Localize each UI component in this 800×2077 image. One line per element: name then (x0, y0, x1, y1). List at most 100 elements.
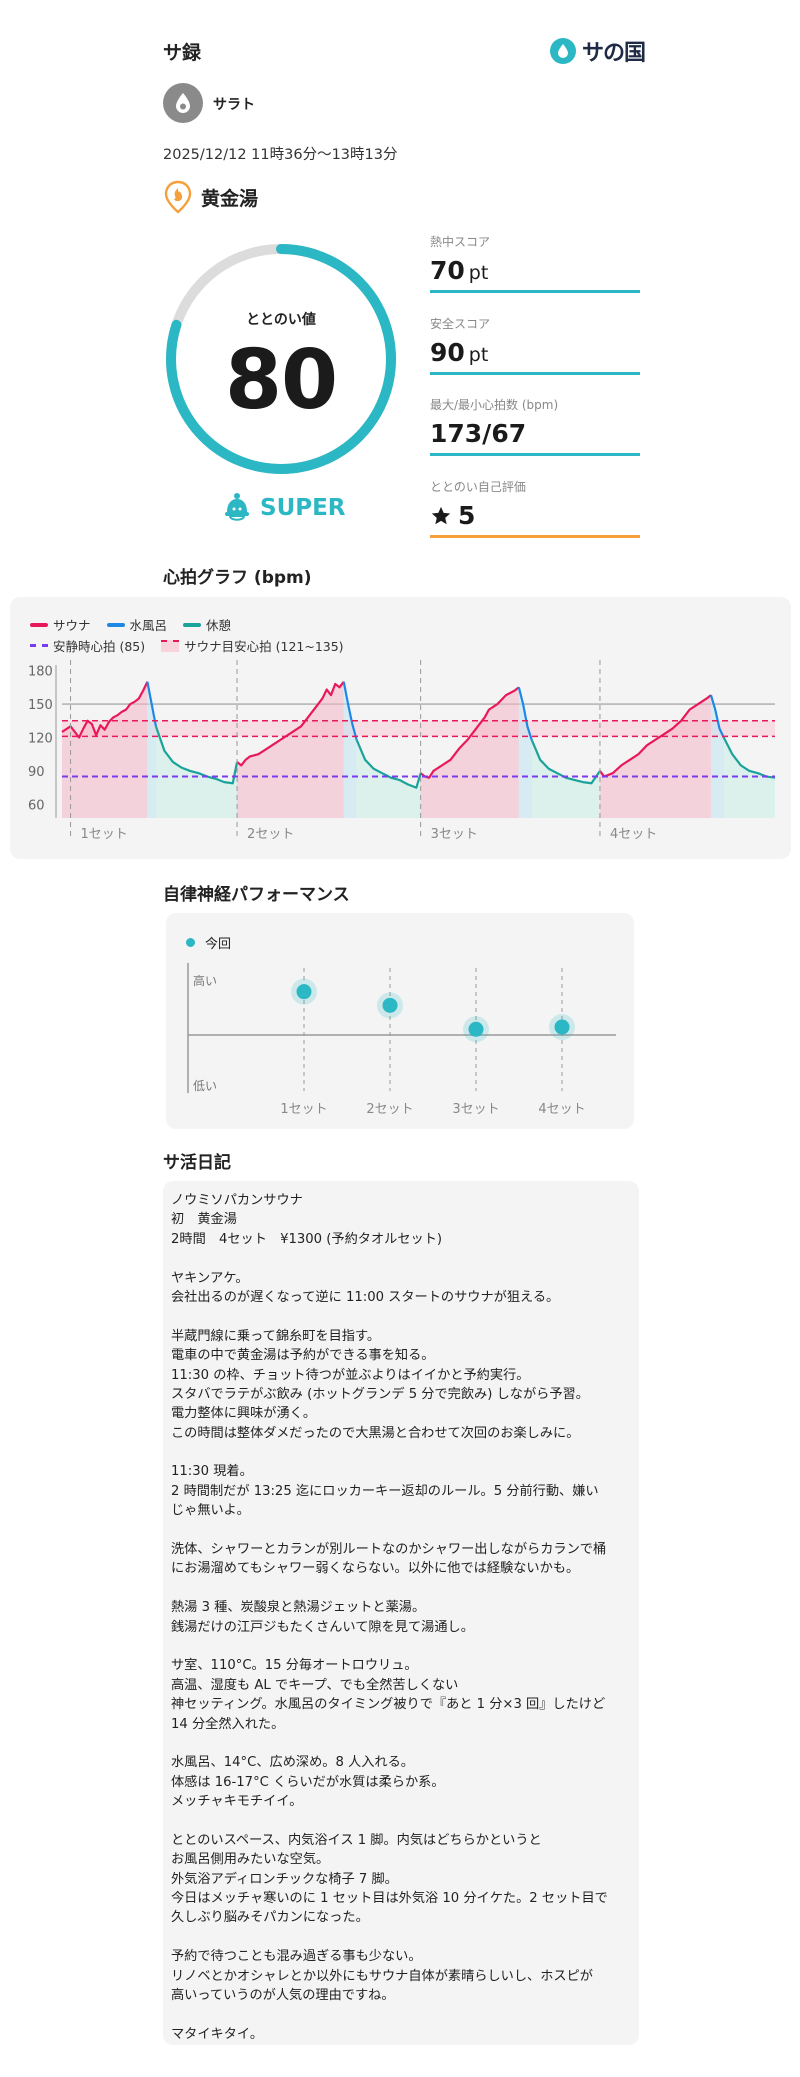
series-area-rest (155, 726, 238, 818)
series-line-water (342, 681, 358, 741)
score-value: 173/67 (430, 419, 640, 448)
diary-line: じゃ無いよ。 (171, 1503, 250, 1519)
diary-line: 電車の中で黄金湯は予約ができる事を知る。 (171, 1348, 435, 1364)
diary-line: ヤキンアケ。 (171, 1270, 249, 1286)
diary-line (171, 2005, 631, 2024)
series-area-water (343, 681, 357, 818)
score-unit: pt (468, 344, 489, 366)
ans-point (382, 997, 398, 1013)
legend-swatch (30, 622, 48, 627)
rank-label: SUPER (260, 495, 346, 521)
legend-label: 安静時心拍 (85) (53, 639, 146, 654)
y-tick-label: 150 (28, 698, 53, 713)
bathhouse-icon (163, 180, 193, 214)
page-title: サ録 (163, 42, 202, 64)
totonoi-value: 80 (224, 333, 338, 428)
diary-line: 11:30 の枠、チョット待つが並ぶよりはイイかと予約実行。 (171, 1367, 530, 1383)
legend-label: サウナ (53, 618, 91, 633)
diary-line: 神セッティング。水風呂のタイミング被りで『あと 1 分×3 回』したけど (171, 1697, 606, 1713)
set-label: 3セット (431, 827, 478, 842)
diary-line (171, 1521, 631, 1540)
diary-line: 2 時間制だが 13:25 迄にロッカーキー返却のルール。5 分前行動、嫌い (171, 1483, 599, 1499)
score-value: 5 (430, 501, 640, 530)
diary-line: メッチャキモチイイ。 (171, 1794, 303, 1810)
score-underline (430, 453, 640, 456)
ans-title: 自律神経パフォーマンス (163, 885, 350, 905)
diary-line: サ室、110°C。15 分毎オートロウリュ。 (171, 1658, 418, 1674)
totonoi-label: ととのい値 (246, 312, 316, 328)
legend-label: 水風呂 (129, 618, 168, 633)
series-line-sauna (419, 686, 520, 779)
series-area-rest (723, 737, 775, 818)
series-area-sauna (62, 681, 148, 818)
diary-line (171, 1579, 631, 1598)
legend-water: 水風呂 (106, 615, 168, 634)
legend-swatch (183, 622, 202, 627)
diary-line: 体感は 16-17°C くらいだが水質は柔らか系。 (171, 1774, 445, 1790)
ans-point (468, 1021, 484, 1037)
diary-line (171, 1443, 631, 1462)
totonoi-gauge (166, 244, 396, 474)
series-line-rest (154, 725, 239, 785)
diary-line: 銭湯だけの江戸ジもたくさんいて隙を見て湯通し。 (171, 1619, 474, 1635)
diary-line (171, 1637, 631, 1656)
legend-target: サウナ目安心拍 (121~135) (161, 636, 344, 655)
rank-badge: SUPER (222, 492, 346, 524)
diary-card: ノウミソパカンサウナ初 黄金湯 2時間 4セット ¥1300 (予約タオルセット)… (163, 1181, 639, 2045)
set-label: 4セット (610, 827, 657, 842)
diary-line: 初 黄金湯 (171, 1212, 237, 1228)
user-name[interactable]: サラト (213, 97, 255, 113)
legend-rest: 休憩 (183, 615, 231, 634)
diary-line: 11:30 現着。 (171, 1464, 253, 1480)
diary-line: スタバでラテがぶ飲み (ホットグランデ 5 分で完飲み) しながら予習。 (171, 1386, 589, 1402)
score-unit: pt (468, 262, 489, 284)
heart-graph-title: 心拍グラフ (bpm) (163, 568, 312, 588)
ans-set-label: 4セット (538, 1102, 585, 1117)
diary-line: 水風呂、14°C、広め深め。8 人入れる。 (171, 1755, 414, 1771)
legend-swatch (161, 639, 180, 652)
diary-line: 外気浴アディロンチックな椅子 7 脚。 (171, 1871, 398, 1887)
ans-chart: 1セット 2セット 3セット 4セット (187, 963, 616, 1117)
diary-line (171, 1734, 631, 1753)
y-tick-label: 90 (28, 765, 45, 780)
diary-line: 今日はメッチャ寒いのに 1 セット目は外気浴 10 分イケた。2 セット目で (171, 1891, 608, 1907)
drop-icon (550, 38, 576, 64)
brand-name: サの国 (582, 41, 646, 66)
score-number: 173/67 (430, 419, 527, 448)
avatar[interactable] (163, 83, 203, 123)
set-label: 1セット (81, 827, 128, 842)
diary-line: 予約で待つことも混み過ぎる事も少ない。 (171, 1949, 422, 1965)
series-line-sauna (61, 681, 149, 739)
diary-line: 電力整体に興味が湧く。 (171, 1406, 317, 1422)
brand-logo[interactable]: サの国 (550, 36, 646, 66)
gauge-arc (166, 244, 396, 474)
diary-line: ととのいスペース、内気浴イス 1 脚。内気はどちらかというと (171, 1832, 542, 1848)
score-underline (430, 535, 640, 538)
score-underline (430, 372, 640, 375)
target-band (62, 720, 775, 737)
diary-title: サ活日記 (163, 1153, 231, 1173)
series-line-water (146, 681, 158, 727)
series-line-water (517, 687, 533, 741)
diary-line: にお湯溜めてもシャワー弱くならない。以外に他では経験ないかも。 (171, 1561, 580, 1577)
score-number: 90 (430, 338, 465, 367)
score-heat: 熱中スコア 70 pt (430, 233, 640, 293)
series-line-sauna (236, 681, 345, 767)
legend-swatch (106, 622, 125, 627)
legend-label: 今回 (205, 937, 232, 952)
heart-legend: サウナ 水風呂 休憩 (30, 615, 231, 634)
facility-name[interactable]: 黄金湯 (201, 188, 259, 210)
diary-line: 会社出るのが遅くなって逆に 11:00 スタートのサウナが狙える。 (171, 1289, 560, 1305)
legend-dot (186, 938, 195, 947)
score-value: 70 pt (430, 256, 640, 285)
diary-line: マタイキタイ。 (171, 2026, 264, 2042)
series-area-rest (531, 739, 600, 818)
legend-label: サウナ目安心拍 (121~135) (184, 639, 344, 654)
ans-low-label: 低い (193, 1079, 218, 1093)
series-line-rest (530, 739, 601, 785)
y-tick-label: 60 (28, 798, 45, 813)
diary-line: 熱湯 3 種、炭酸泉と熱湯ジェットと薬湯。 (171, 1600, 426, 1616)
series-area-sauna (420, 687, 519, 818)
score-label: 安全スコア (430, 317, 491, 331)
diary-line: 半蔵門線に乗って錦糸町を目指す。 (171, 1328, 381, 1344)
